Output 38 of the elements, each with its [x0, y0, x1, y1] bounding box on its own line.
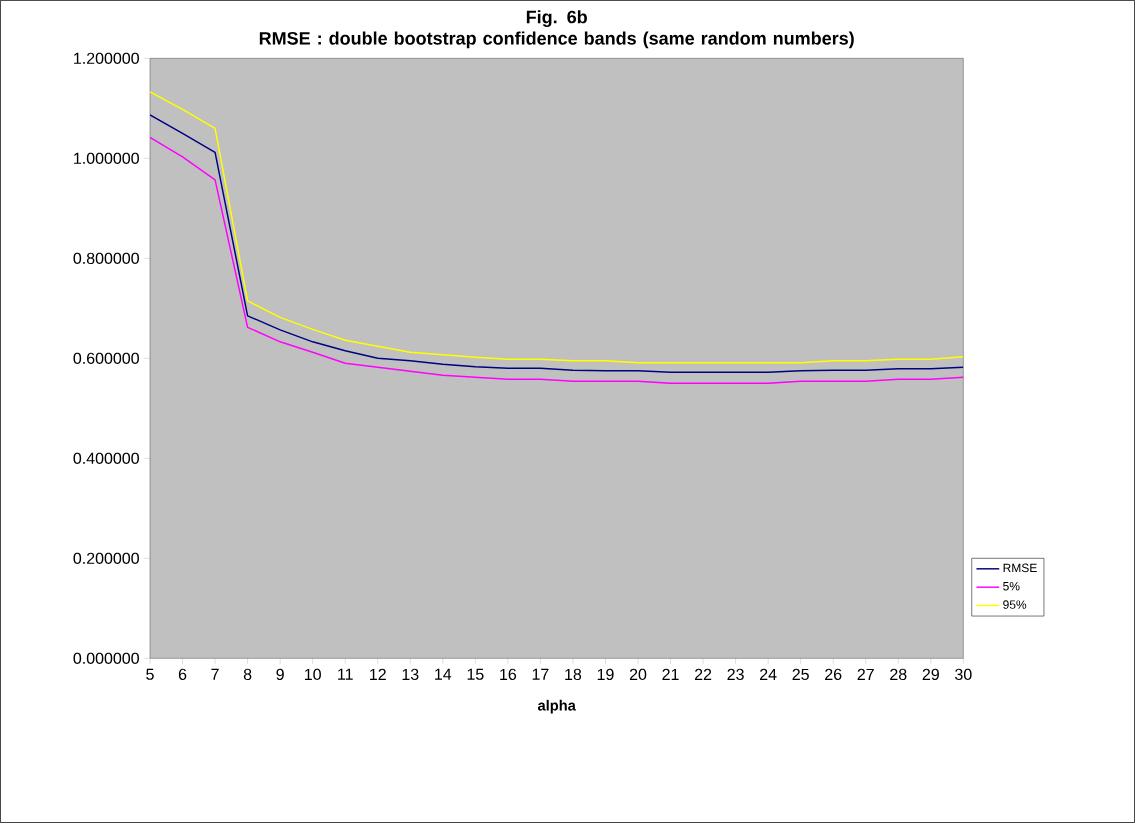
x-tick-label: 10	[304, 668, 321, 681]
y-tick-label: 0.400000	[73, 452, 139, 464]
x-tick-label: 14	[435, 668, 452, 680]
x-tick-label: 13	[402, 668, 419, 681]
legend-label: 5%	[1003, 582, 1020, 591]
y-tick-label: 0.600000	[73, 352, 139, 364]
y-tick-label: 0.200000	[73, 552, 139, 564]
x-tick-label: 11	[338, 668, 353, 680]
x-tick-label: 18	[565, 668, 582, 681]
y-tick-label: 1.200000	[74, 52, 139, 64]
x-tick-label: 20	[629, 668, 647, 681]
x-tick-label: 6	[178, 668, 187, 681]
x-tick-label: 24	[760, 668, 777, 680]
x-tick-label: 15	[467, 668, 484, 680]
x-tick-label: 29	[922, 668, 939, 681]
x-tick-label: 28	[890, 668, 907, 681]
x-tick-label: 22	[694, 668, 712, 680]
x-tick-label: 17	[532, 668, 549, 680]
x-tick-label: 8	[243, 668, 252, 681]
x-tick-label: 5	[146, 668, 154, 680]
x-tick-label: 9	[276, 668, 284, 681]
x-axis-title: alpha	[537, 699, 576, 714]
x-tick-label: 19	[597, 668, 614, 681]
x-tick-label: 23	[727, 668, 744, 681]
x-tick-label: 25	[792, 668, 809, 681]
x-tick-label: 21	[662, 668, 679, 680]
x-tick-label: 7	[211, 668, 219, 680]
y-tick-label: 0.000000	[73, 652, 139, 664]
legend-label: 95%	[1003, 600, 1027, 609]
y-tick-label: 1.000000	[74, 152, 139, 164]
chart-title: Fig. 6b RMSE : double bootstrap confidence bands (same random numbers)	[259, 10, 854, 49]
y-tick-label: 0.800000	[73, 252, 139, 264]
x-tick-label: 12	[370, 668, 386, 680]
x-tick-label: 30	[955, 668, 972, 681]
x-tick-label: 27	[857, 668, 874, 680]
x-tick-label: 26	[825, 668, 842, 681]
legend-label: RMSE	[1003, 563, 1037, 573]
x-tick-label: 16	[500, 668, 517, 681]
